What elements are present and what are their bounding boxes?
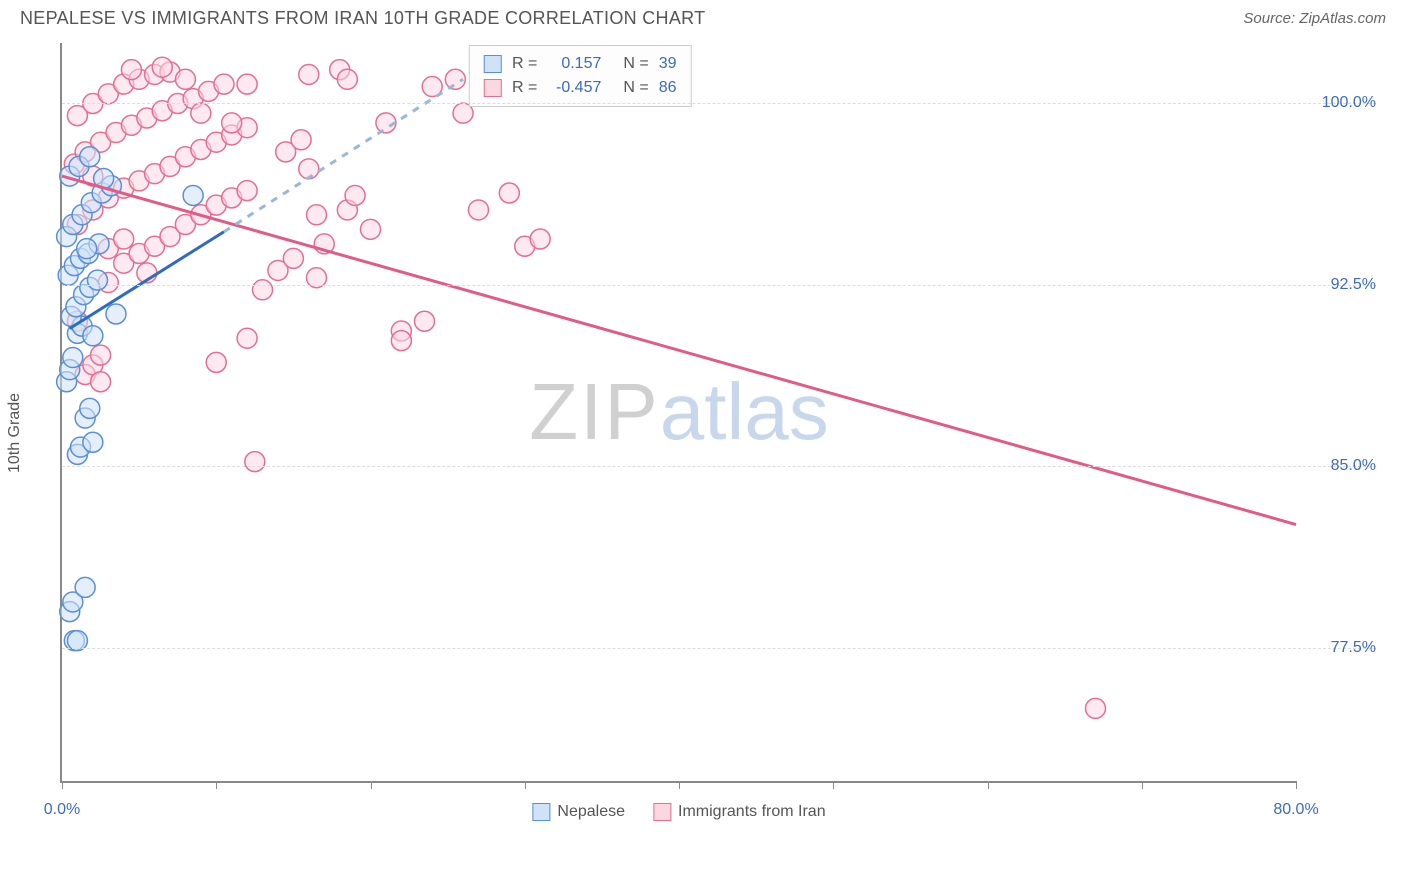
y-tick-label: 92.5% [1331,276,1376,294]
scatter-point-a [87,270,107,290]
scatter-point-a [83,326,103,346]
x-tick [679,781,680,789]
scatter-point-b [345,185,365,205]
r-label-b: R = [512,76,537,100]
source-attribution: Source: ZipAtlas.com [1243,10,1386,27]
x-tick [371,781,372,789]
scatter-point-b [175,69,195,89]
scatter-point-b [361,219,381,239]
scatter-point-b [237,181,257,201]
scatter-point-b [499,183,519,203]
y-tick-label: 77.5% [1331,639,1376,657]
x-tick-label: 80.0% [1273,801,1318,819]
legend-swatch-a [532,803,550,821]
n-label-a: N = [623,52,648,76]
x-tick [1296,781,1297,789]
scatter-point-b [299,64,319,84]
scatter-point-b [468,200,488,220]
x-tick [525,781,526,789]
stats-row-a: R = 0.157 N = 39 [484,52,676,76]
stats-row-b: R = -0.457 N = 86 [484,76,676,100]
scatter-point-b [414,311,434,331]
y-tick-label: 100.0% [1322,94,1376,112]
n-value-a: 39 [659,52,677,76]
n-label-b: N = [623,76,648,100]
r-value-a: 0.157 [547,52,601,76]
source-name: ZipAtlas.com [1299,10,1386,27]
y-tick-label: 85.0% [1331,457,1376,475]
gridline-h [62,285,1376,286]
scatter-point-b [291,130,311,150]
legend-label-b: Immigrants from Iran [678,803,826,821]
scatter-point-b [245,452,265,472]
x-tick [216,781,217,789]
x-tick [1142,781,1143,789]
scatter-point-b [214,74,234,94]
legend-item-b: Immigrants from Iran [653,803,826,821]
scatter-point-b [530,229,550,249]
scatter-point-b [91,372,111,392]
scatter-point-a [183,185,203,205]
x-tick [62,781,63,789]
legend-label-a: Nepalese [557,803,625,821]
scatter-point-a [63,348,83,368]
source-prefix: Source: [1243,10,1299,27]
x-tick [988,781,989,789]
n-value-b: 86 [659,76,677,100]
scatter-point-b [1085,698,1105,718]
chart-svg [62,43,1296,781]
r-label-a: R = [512,52,537,76]
scatter-point-a [75,577,95,597]
scatter-point-b [206,352,226,372]
scatter-point-a [80,398,100,418]
scatter-point-b [152,57,172,77]
y-axis-label: 10th Grade [6,393,24,473]
bottom-legend: Nepalese Immigrants from Iran [532,803,825,821]
swatch-a [484,55,502,73]
gridline-h [62,466,1376,467]
stats-box: R = 0.157 N = 39 R = -0.457 N = 86 [469,45,691,107]
gridline-h [62,103,1376,104]
scatter-point-b [253,280,273,300]
scatter-point-b [222,113,242,133]
scatter-point-b [191,103,211,123]
chart-title: NEPALESE VS IMMIGRANTS FROM IRAN 10TH GR… [20,8,705,29]
scatter-point-b [283,248,303,268]
scatter-point-b [121,60,141,80]
scatter-point-b [237,328,257,348]
scatter-point-b [114,229,134,249]
scatter-point-b [391,331,411,351]
scatter-point-b [337,69,357,89]
scatter-point-a [106,304,126,324]
plot-area: ZIPatlas R = 0.157 N = 39 R = -0.457 N =… [60,43,1296,783]
scatter-point-b [307,205,327,225]
scatter-point-a [80,147,100,167]
scatter-point-a [83,432,103,452]
scatter-point-b [91,345,111,365]
gridline-h [62,648,1376,649]
scatter-point-b [237,74,257,94]
swatch-b [484,79,502,97]
trend-line [62,176,1296,524]
legend-swatch-b [653,803,671,821]
scatter-point-b [299,159,319,179]
x-tick-label: 0.0% [44,801,80,819]
r-value-b: -0.457 [547,76,601,100]
scatter-point-a [77,239,97,259]
legend-item-a: Nepalese [532,803,625,821]
x-tick [833,781,834,789]
